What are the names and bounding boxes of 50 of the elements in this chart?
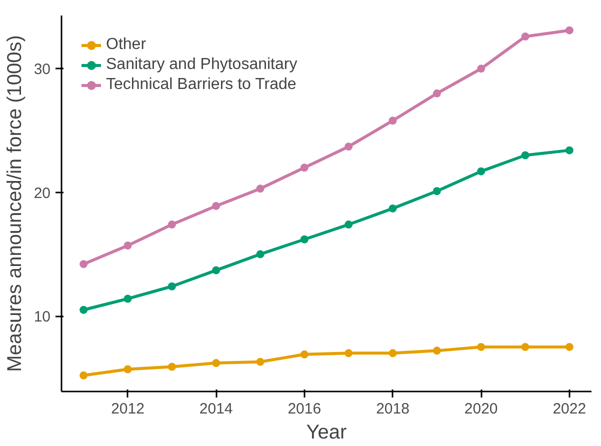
point (80, 306, 88, 314)
point (212, 359, 220, 368)
y-tick-label: 10 (34, 308, 51, 326)
point (256, 184, 264, 193)
point (256, 358, 264, 366)
legend-label: Other (106, 36, 146, 54)
point (344, 220, 353, 229)
point (256, 250, 264, 258)
point (168, 220, 176, 229)
point (432, 187, 441, 196)
point (388, 116, 397, 125)
point (124, 365, 132, 374)
point (521, 151, 530, 160)
y-axis-title: Measures announced/in force (1000s) (4, 35, 26, 372)
y-tick-label: 20 (34, 184, 51, 202)
point (388, 349, 397, 358)
point (521, 342, 530, 351)
point (80, 371, 88, 380)
point (432, 89, 441, 98)
point (300, 235, 308, 244)
point (124, 242, 132, 250)
point (168, 362, 176, 371)
x-tick-label: 2012 (111, 400, 144, 418)
x-tick-label: 2016 (288, 400, 322, 418)
point (300, 164, 308, 172)
x-axis-title: Year (306, 422, 348, 444)
x-tick-label: 2018 (376, 400, 410, 418)
point (344, 349, 353, 358)
point (300, 350, 308, 358)
point (565, 26, 574, 34)
point (80, 260, 88, 268)
x-tick-label: 2014 (199, 400, 233, 418)
x-tick-label: 2020 (464, 400, 498, 418)
legend-label: Sanitary and Phytosanitary (106, 56, 298, 74)
y-tick-label: 30 (34, 61, 51, 78)
point (344, 142, 353, 151)
x-tick-label: 2022 (552, 400, 586, 418)
point (477, 64, 486, 73)
point (565, 146, 574, 154)
legend-label: Technical Barriers to Trade (106, 76, 296, 94)
point (124, 294, 132, 303)
point (388, 204, 397, 212)
point (168, 282, 176, 290)
point (432, 346, 441, 355)
point (521, 32, 530, 41)
point (477, 342, 486, 351)
point (565, 342, 574, 351)
point (212, 266, 220, 274)
point (477, 167, 486, 176)
point (212, 202, 220, 210)
